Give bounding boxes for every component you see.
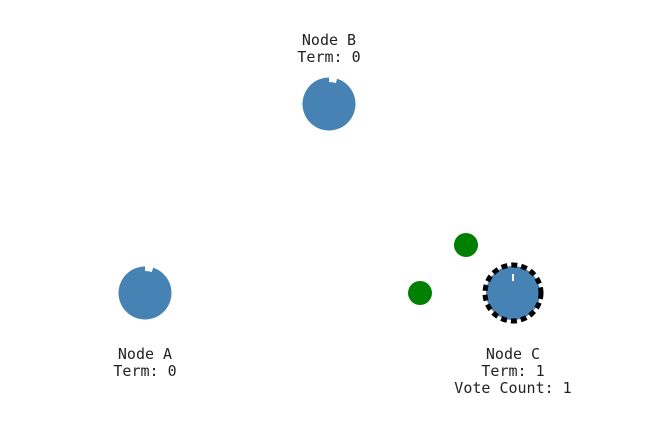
node-b[interactable]: Node B Term: 0 [297,31,361,131]
node-c-term: Term: 1 [481,362,544,380]
node-b-body [307,82,351,126]
node-a-timeout-arc [118,266,172,320]
node-b-name: Node B [302,31,356,49]
node-a-name: Node A [118,345,172,363]
node-a-body [123,271,167,315]
vote-request-message-1 [454,233,478,257]
node-b-term: Term: 0 [297,48,360,66]
node-b-timeout-arc [302,77,356,131]
node-c-vote-count: Vote Count: 1 [454,379,571,397]
vote-request-message-2 [408,281,432,305]
candidate-ring [482,262,544,324]
node-c-name: Node C [486,345,540,363]
node-a-term: Term: 0 [113,362,176,380]
node-c-body [486,266,540,320]
node-c[interactable]: Node C Term: 1 Vote Count: 1 [454,262,572,397]
node-a[interactable]: Node A Term: 0 [113,266,177,380]
